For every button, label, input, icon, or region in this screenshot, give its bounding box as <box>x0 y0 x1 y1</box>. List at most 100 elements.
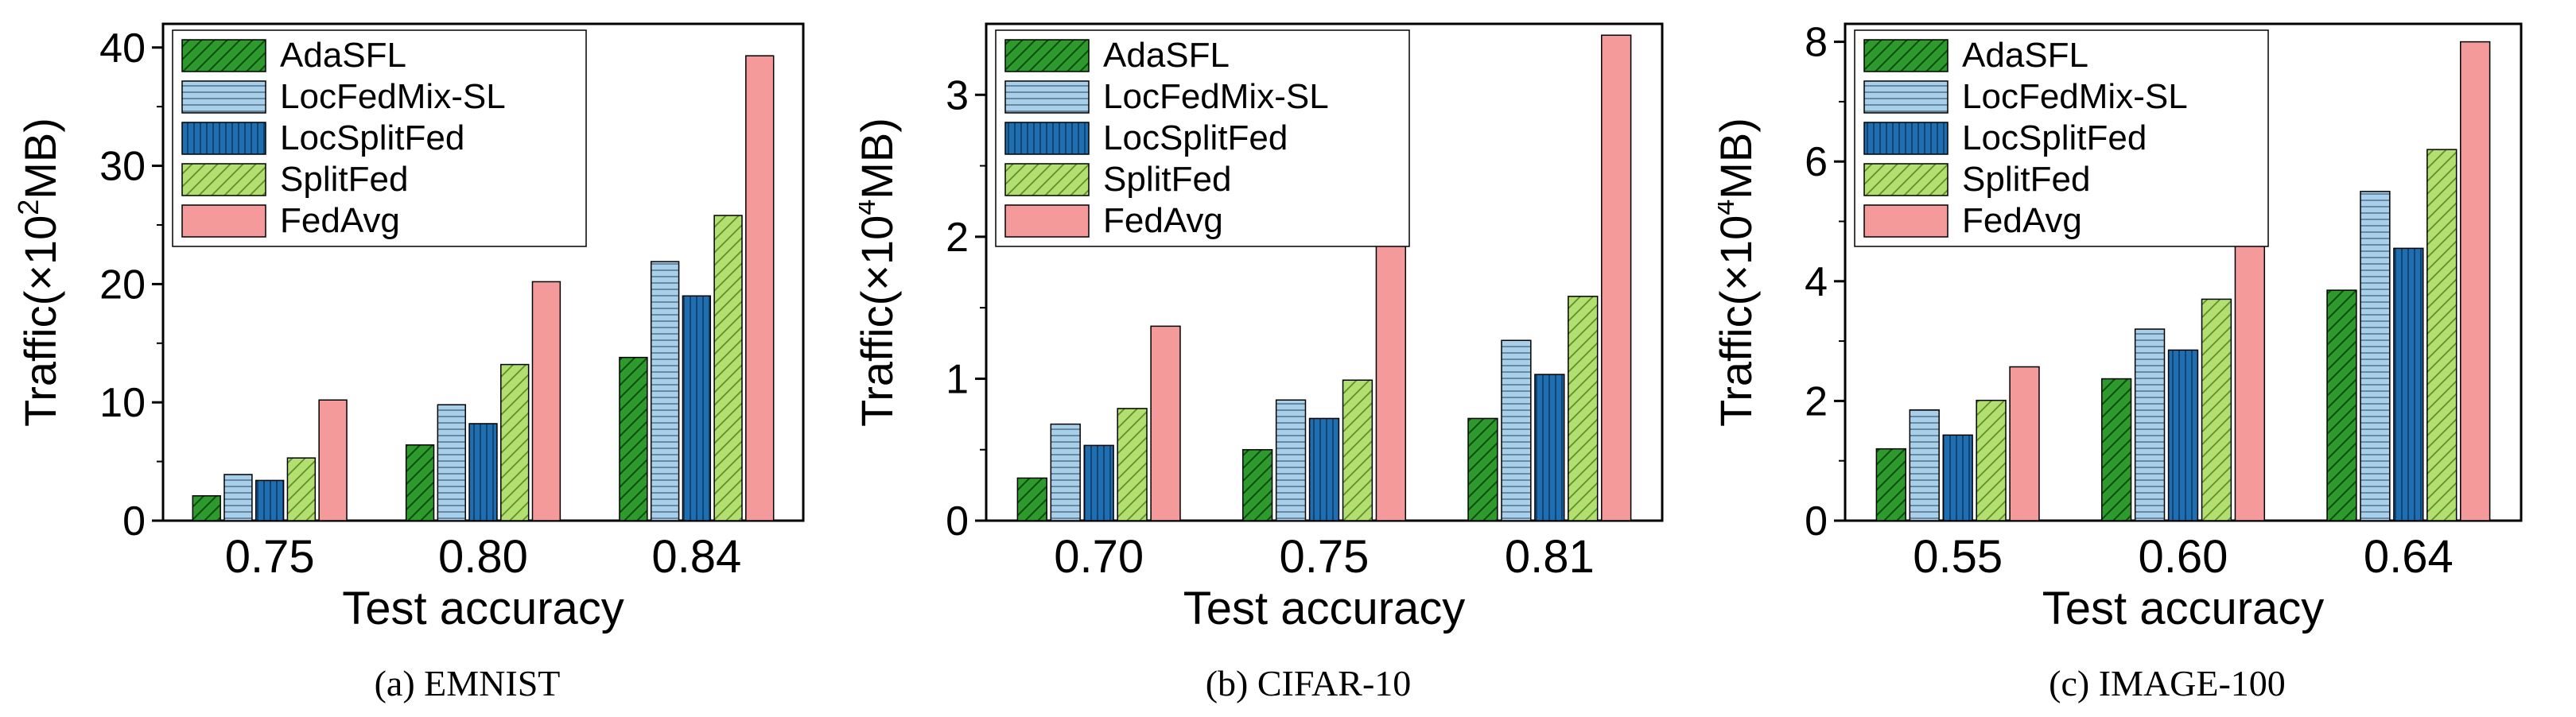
legend-swatch-locfedmix-sl <box>1863 80 1949 114</box>
panel-caption: (c) IMAGE-100 <box>2049 663 2286 703</box>
bar-adasfl-0-81 <box>1467 417 1498 521</box>
x-tick-label: 0.64 <box>2364 531 2454 583</box>
bar-locfedmix-sl-0-84 <box>650 261 680 521</box>
bar-adasfl-0-70 <box>1016 477 1047 521</box>
x-axis-label: Test accuracy <box>342 583 624 634</box>
legend-swatch-locsplitfed <box>1863 122 1949 155</box>
x-tick-label: 0.75 <box>1280 531 1370 583</box>
legend-label-locfedmix-sl: LocFedMix-SL <box>1962 77 2188 116</box>
bar-locsplitfed-0-80 <box>468 423 498 521</box>
y-tick-label: 20 <box>99 262 146 308</box>
y-tick-label: 4 <box>1805 259 1828 305</box>
legend-swatch-adasfl <box>181 39 266 72</box>
legend-label-locsplitfed: LocSplitFed <box>1103 118 1288 157</box>
bar-fedavg-0-60 <box>2234 242 2266 521</box>
chart-image100: 0 2 4 6 8 0.55 0.60 0.64 Test accuracy Traffic(×1… <box>1718 20 2523 703</box>
chart-cifar10: 0 1 2 3 0.70 0.75 0.81 Test accuracy Traffic(×10… <box>859 22 1664 703</box>
y-tick-label: 0 <box>1805 498 1828 545</box>
bar-locfedmix-sl-0-81 <box>1501 339 1532 521</box>
x-tick-label: 0.60 <box>2139 531 2228 583</box>
chart-panel-emnist: 0 10 20 30 40 0.75 0.80 0.84 Test accuracy Traffi… <box>0 0 858 717</box>
bar-adasfl-0-55 <box>1875 448 1906 521</box>
bar-splitfed-0-70 <box>1117 408 1148 521</box>
bar-fedavg-0-75 <box>318 399 348 521</box>
legend-swatch-fedavg <box>1863 204 1949 238</box>
legend-label-locsplitfed: LocSplitFed <box>280 118 464 157</box>
bar-fedavg-0-64 <box>2460 41 2491 521</box>
bar-fedavg-0-81 <box>1601 34 1632 521</box>
x-tick-label: 0.84 <box>651 531 741 583</box>
bar-locsplitfed-0-81 <box>1534 374 1565 521</box>
bar-adasfl-0-80 <box>405 444 435 521</box>
bar-locsplitfed-0-84 <box>682 295 712 521</box>
legend-label-adasfl: AdaSFL <box>1103 36 1230 75</box>
y-tick-label: 6 <box>1805 139 1828 185</box>
bar-fedavg-0-70 <box>1150 325 1181 521</box>
legend-swatch-adasfl <box>1863 39 1949 72</box>
bar-locfedmix-sl-0-80 <box>437 404 466 521</box>
bar-locsplitfed-0-70 <box>1083 444 1114 521</box>
bar-adasfl-0-75 <box>1241 448 1273 521</box>
legend-label-adasfl: AdaSFL <box>280 36 406 75</box>
legend-swatch-fedavg <box>1004 204 1090 238</box>
legend-label-locfedmix-sl: LocFedMix-SL <box>280 77 506 116</box>
bar-locsplitfed-0-75 <box>1308 417 1340 521</box>
bar-splitfed-0-60 <box>2201 298 2232 521</box>
chart-panel-cifar10: 0 1 2 3 0.70 0.75 0.81 Test accuracy Traffic(×10… <box>859 0 1717 717</box>
bar-splitfed-0-75 <box>286 457 317 521</box>
bar-locsplitfed-0-55 <box>1942 434 1973 521</box>
x-tick-label: 0.75 <box>225 531 315 583</box>
y-tick-label: 2 <box>1805 378 1828 424</box>
legend-swatch-locsplitfed <box>181 122 266 155</box>
legend-label-locfedmix-sl: LocFedMix-SL <box>1103 77 1329 116</box>
bar-adasfl-0-60 <box>2100 378 2132 521</box>
bar-locfedmix-sl-0-75 <box>223 474 253 521</box>
x-tick-label: 0.55 <box>1913 531 2003 583</box>
x-tick-label: 0.70 <box>1054 531 1144 583</box>
panel-caption: (a) EMNIST <box>375 663 561 703</box>
legend-label-fedavg: FedAvg <box>1103 201 1223 240</box>
legend-label-splitfed: SplitFed <box>1962 160 2090 199</box>
bar-fedavg-0-75 <box>1375 227 1407 521</box>
y-tick-label: 10 <box>99 380 146 426</box>
panel-caption: (b) CIFAR-10 <box>1206 663 1412 703</box>
bar-locsplitfed-0-64 <box>2393 247 2424 521</box>
chart-emnist: 0 10 20 30 40 0.75 0.80 0.84 Test accuracy Traffi… <box>12 22 805 703</box>
bar-locfedmix-sl-0-55 <box>1909 409 1940 521</box>
legend-label-adasfl: AdaSFL <box>1962 36 2088 75</box>
legend-label-locsplitfed: LocSplitFed <box>1962 118 2147 157</box>
bar-splitfed-0-75 <box>1342 379 1373 521</box>
bar-locfedmix-sl-0-75 <box>1275 399 1307 521</box>
bar-adasfl-0-84 <box>619 356 648 521</box>
bar-fedavg-0-55 <box>2009 366 2040 521</box>
x-tick-label: 0.81 <box>1505 531 1595 583</box>
bar-splitfed-0-81 <box>1568 296 1599 521</box>
legend-swatch-adasfl <box>1004 39 1090 72</box>
y-axis-label: Traffic(×104MB) <box>859 118 902 427</box>
legend-label-splitfed: SplitFed <box>1103 160 1231 199</box>
y-tick-label: 8 <box>1805 20 1828 66</box>
legend-label-splitfed: SplitFed <box>280 160 408 199</box>
bar-locsplitfed-0-60 <box>2167 349 2199 521</box>
y-tick-label: 30 <box>99 144 146 190</box>
y-tick-label: 0 <box>946 498 969 545</box>
bar-locsplitfed-0-75 <box>254 479 285 521</box>
chart-panel-image100: 0 2 4 6 8 0.55 0.60 0.64 Test accuracy Traffic(×1… <box>1718 0 2576 717</box>
bar-splitfed-0-80 <box>500 363 530 521</box>
bar-fedavg-0-80 <box>531 281 561 521</box>
bar-locfedmix-sl-0-60 <box>2134 328 2166 521</box>
y-tick-label: 0 <box>122 498 146 545</box>
bar-splitfed-0-55 <box>1976 399 2007 521</box>
bar-splitfed-0-64 <box>2426 149 2457 521</box>
legend-swatch-fedavg <box>181 204 266 238</box>
x-axis-label: Test accuracy <box>2042 583 2325 634</box>
bar-fedavg-0-84 <box>745 55 775 521</box>
y-tick-label: 1 <box>946 356 969 402</box>
x-axis-label: Test accuracy <box>1183 583 1466 634</box>
y-tick-label: 2 <box>946 215 969 261</box>
y-axis-label: Traffic(×104MB) <box>1718 118 1761 427</box>
legend-label-fedavg: FedAvg <box>280 201 400 240</box>
legend-swatch-locfedmix-sl <box>1004 80 1090 114</box>
legend-label-fedavg: FedAvg <box>1962 201 2082 240</box>
